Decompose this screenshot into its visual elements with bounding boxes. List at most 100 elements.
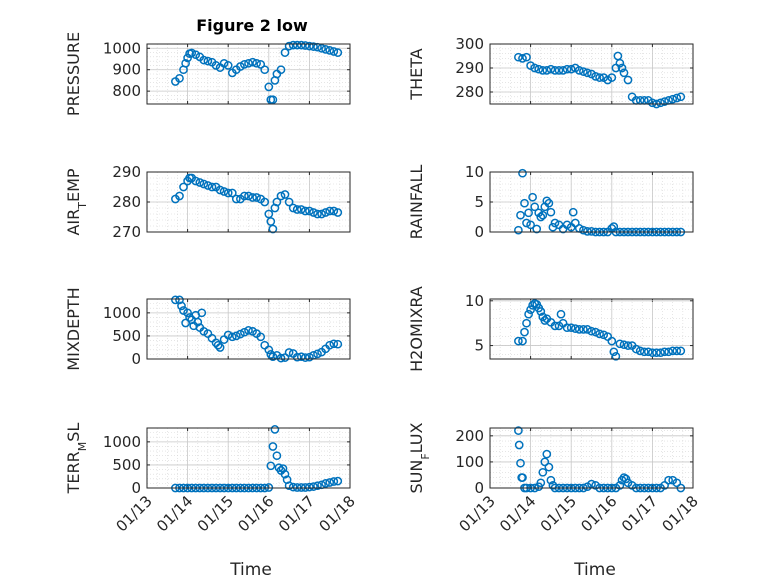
data-point — [530, 202, 540, 212]
data-point — [514, 225, 523, 235]
data-point — [656, 348, 665, 358]
data-point — [648, 98, 657, 108]
data-point — [566, 64, 576, 74]
data-point — [292, 352, 302, 362]
data-point — [219, 187, 229, 196]
data-point — [171, 295, 180, 305]
data-point — [305, 352, 314, 362]
subplot-terr-msl: 0 500 1000 TERRMSL 01/1301/1401/1501/1601/17… — [64, 423, 359, 536]
data-point — [623, 75, 633, 85]
data-point — [534, 64, 544, 74]
data-point — [514, 336, 523, 346]
data-point — [518, 168, 527, 178]
y-tick-label: 0 — [474, 223, 484, 241]
data-point — [550, 66, 560, 75]
data-point — [266, 350, 276, 359]
subplot-mixdepth: 0 500 1000 MIXDEPTH — [64, 287, 351, 371]
data-point — [615, 481, 625, 490]
data-point — [528, 192, 537, 202]
y-axis-label: THETA — [407, 48, 426, 100]
x-tick-label: 01/18 — [659, 492, 702, 535]
data-point — [268, 442, 278, 451]
data-point — [195, 178, 205, 187]
data-point — [333, 48, 343, 57]
data-point — [313, 209, 322, 219]
data-point — [203, 56, 213, 66]
data-point — [199, 179, 209, 189]
data-point — [516, 210, 525, 220]
data-point — [244, 326, 253, 335]
data-point — [595, 73, 604, 82]
y-tick-label: 200 — [455, 427, 484, 445]
data-point — [668, 346, 678, 356]
data-point — [526, 305, 535, 315]
data-point — [317, 43, 326, 53]
axes-box — [489, 298, 694, 360]
subplot-pressure: 800 900 1000 PRESSURE — [64, 32, 351, 116]
data-point — [215, 185, 225, 195]
data-point — [631, 344, 641, 354]
data-point — [542, 66, 552, 75]
data-point — [300, 206, 310, 216]
data-point — [333, 339, 343, 349]
x-tick-label: 01/15 — [537, 492, 580, 535]
data-point — [566, 323, 576, 333]
data-point — [333, 476, 343, 486]
data-point — [260, 197, 270, 207]
axes-box — [489, 427, 694, 489]
data-point — [672, 93, 682, 103]
data-point — [664, 475, 673, 485]
data-point — [516, 458, 525, 468]
data-point — [520, 327, 529, 337]
data-point — [554, 66, 564, 75]
data-point — [615, 58, 625, 68]
axes-box — [146, 43, 351, 105]
data-point — [546, 64, 556, 74]
data-point — [223, 188, 233, 198]
x-tick-label: 01/17 — [275, 492, 318, 535]
data-point — [591, 327, 600, 337]
data-point — [538, 210, 548, 220]
data-point — [514, 52, 523, 62]
x-tick-label: 01/15 — [194, 492, 237, 535]
data-point — [668, 94, 678, 104]
x-tick-label: 01/13 — [456, 492, 499, 535]
data-point — [284, 41, 294, 51]
y-axis-label: PRESSURE — [64, 32, 83, 116]
data-point — [652, 348, 661, 358]
data-point — [676, 346, 686, 356]
data-point — [514, 426, 523, 435]
y-tick-label: 100 — [455, 453, 484, 471]
data-point — [223, 330, 233, 340]
data-point — [181, 58, 190, 68]
data-point — [288, 40, 298, 50]
data-point — [635, 346, 645, 356]
data-point — [536, 478, 546, 488]
data-point — [321, 45, 330, 54]
subplot-h2omixra: 5 10 H2OMIXRA — [407, 286, 694, 372]
x-tick-label: 01/16 — [577, 492, 620, 535]
y-tick-label: 290 — [455, 59, 484, 77]
data-point — [183, 308, 192, 318]
data-point — [619, 340, 629, 350]
data-point — [276, 353, 286, 363]
data-point — [329, 47, 339, 56]
y-tick-label: 5 — [474, 193, 484, 211]
data-point — [574, 66, 584, 75]
data-point — [546, 207, 556, 217]
data-point — [329, 206, 339, 216]
data-point — [609, 222, 619, 231]
data-point — [264, 345, 274, 355]
data-point — [309, 42, 318, 51]
data-point — [207, 182, 217, 192]
data-point — [305, 482, 314, 492]
data-point — [203, 181, 213, 190]
data-point — [595, 329, 604, 339]
data-point — [522, 218, 531, 228]
data-point — [583, 325, 592, 334]
y-tick-label: 1000 — [103, 39, 141, 57]
data-point — [240, 191, 249, 201]
data-point — [276, 65, 286, 75]
data-point — [227, 188, 237, 198]
